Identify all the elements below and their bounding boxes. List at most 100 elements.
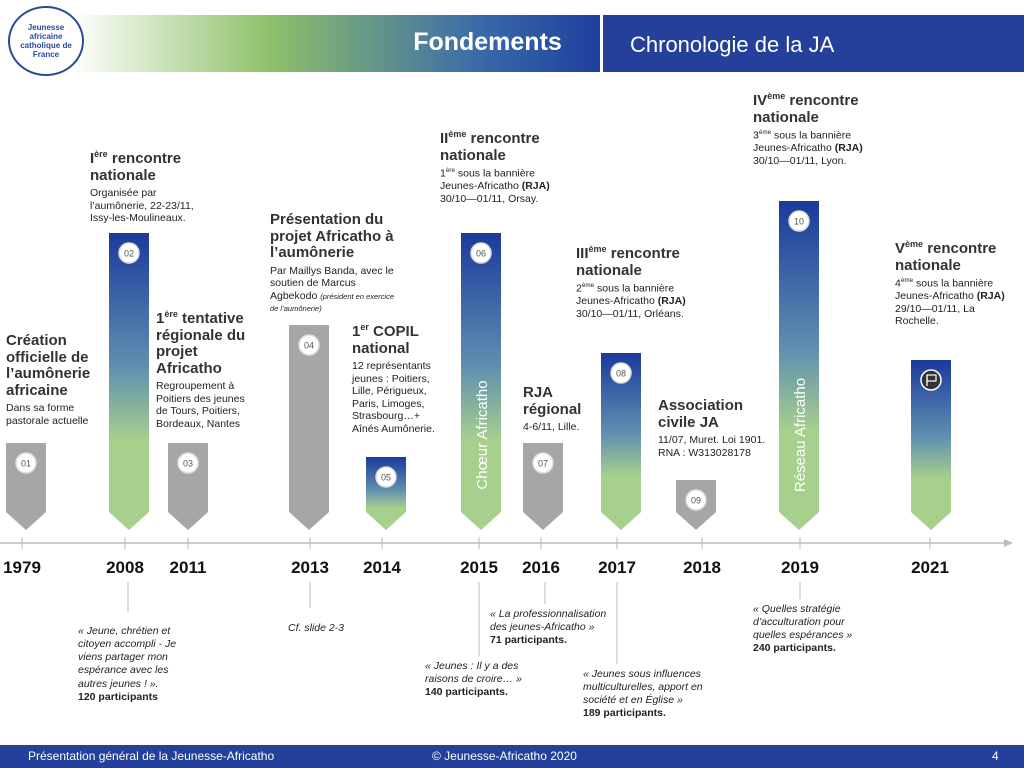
number-badge [610,362,632,384]
event: Association civile JA 11/07, Muret. Loi 1… [658,397,768,459]
quote: « Jeune, chrétien et citoyen accompli - … [78,625,193,704]
event: 1ère tentative régionale du projet Afric… [156,309,259,430]
quote-text: Cf. slide 2-3 [288,622,345,634]
number-badge [15,452,37,474]
event: Création officielle de l’aumônerie afric… [6,332,108,427]
participants: 120 participants [78,690,158,703]
text-segment: II [440,130,449,147]
event-number: 09 [691,496,701,506]
event-desc: 4ème sous la bannière Jeunes-Africatho (… [895,277,1020,328]
event-title: 1er COPIL national [352,322,444,357]
text-segment: 3 [753,129,759,142]
text-segment: rencontre nationale [90,150,182,184]
number-badge [470,242,492,264]
logo: Jeunesse africaine catholique de France [8,6,84,76]
number-badge [375,466,397,488]
text-segment: 30/10—01/11, Orléans. [576,307,684,320]
participants: 189 participants. [583,707,666,720]
number-badge [920,369,942,391]
text-segment: Organisée par l’aumônerie, 22-23/11, Iss… [90,187,194,225]
event-desc: Regroupement à Poitiers des jeunes de To… [156,380,259,430]
text-segment: 4 [895,277,901,290]
text-segment: (RJA) [521,180,550,193]
event-number: 01 [21,459,31,469]
year-label: 2018 [683,558,721,577]
vertical-label: Chœur Africatho [474,380,491,489]
event-desc: 1ère sous la bannière Jeunes-Africatho (… [440,167,565,205]
text-segment: 1 [156,310,165,327]
quote-text: « La professionnalisation des jeunes-Afr… [490,608,607,634]
text-segment: 30/10—01/11, Lyon. [753,154,847,167]
event-number: 10 [794,217,804,227]
quote: « Jeunes : Il y a des raisons de croire…… [425,660,540,699]
event: Présentation du projet Africatho à l’aum… [270,211,400,315]
year-label: 2021 [911,558,949,577]
event-title: 1ère tentative régionale du projet Afric… [156,309,259,377]
quote-text: « Quelles stratégie d’acculturation pour… [753,603,853,642]
event-number: 05 [381,473,391,483]
event-title: Vème rencontre nationale [895,239,1020,274]
text-segment: ème [900,277,914,284]
text-segment: rencontre nationale [576,245,680,279]
event: IIème rencontre nationale 1ère sous la ba… [440,129,565,205]
text-segment: ème [448,129,467,139]
event: IVème rencontre nationale 3ème sous la ba… [753,91,878,167]
event-title: Présentation du projet Africatho à l’aum… [270,211,400,262]
event-title: Association civile JA [658,397,768,431]
event-number: 06 [476,249,486,259]
event-number: 03 [183,459,193,469]
quote: « La professionnalisation des jeunes-Afr… [490,608,620,647]
text-segment: ère [164,309,178,319]
text-segment: Regroupement à Poitiers des jeunes de To… [156,380,245,430]
event-arrow [911,360,951,530]
event-arrow [109,233,149,530]
text-segment: (RJA) [657,295,686,308]
year-label: 2011 [169,558,207,577]
event-title: IIème rencontre nationale [440,129,565,164]
text-segment: ère [94,149,108,159]
text-segment: 12 représentants jeunes : Poitiers, Lill… [352,360,435,435]
event: RJA régional 4-6/11, Lille. [523,384,593,434]
text-segment: sous la bannière Jeunes-Africatho [895,277,994,303]
flag [926,374,937,382]
quote-text: « Jeunes : Il y a des raisons de croire…… [425,660,522,686]
text-segment: Création officielle de l’aumônerie afric… [6,332,91,399]
text-segment: sous la bannière Jeunes-Africatho [440,167,535,193]
event-title: RJA régional [523,384,593,418]
event-desc: Dans sa forme pastorale actuelle [6,402,108,427]
event-number: 02 [124,249,134,259]
vertical-label: Réseau Africatho [792,378,809,492]
text-segment: 30/10—01/11, Orsay. [440,192,539,205]
quote: « Jeunes sous influences multiculturelle… [583,668,723,721]
axis-arrow [1004,539,1013,547]
event-title: Ière rencontre nationale [90,149,200,184]
quote-text: « Jeunes sous influences multiculturelle… [583,668,703,707]
number-badge [788,210,810,232]
year-label: 2013 [291,558,329,577]
year-label: 2017 [598,558,636,577]
text-segment: RJA régional [523,384,582,418]
text-segment: (RJA) [976,290,1005,303]
text-segment: Présentation du projet Africatho à l’aum… [270,211,394,261]
text-segment: 2 [576,282,582,295]
participants: 140 participants. [425,686,508,699]
event: Ière rencontre nationale Organisée par l’… [90,149,200,225]
event-arrow [779,201,819,530]
text-segment: Association civile JA [658,397,744,431]
text-segment: 4-6/11, Lille. [523,421,580,433]
event: Vème rencontre nationale 4ème sous la ban… [895,239,1020,328]
footer-center: © Jeunesse-Africatho 2020 [432,749,577,763]
year-label: 2015 [460,558,498,577]
participants: 240 participants. [753,642,836,655]
text-segment: Par Maillys Banda, avec le soutien de Ma… [270,264,394,302]
year-label: 2014 [363,558,401,577]
text-segment: ème [758,129,772,136]
text-segment: rencontre nationale [440,130,540,164]
quote: Cf. slide 2-3 [288,622,368,635]
text-segment: V [895,240,906,257]
text-segment: 1 [440,167,446,180]
text-segment: IV [753,92,768,109]
text-segment: tentative régionale du projet Africatho [156,310,246,377]
